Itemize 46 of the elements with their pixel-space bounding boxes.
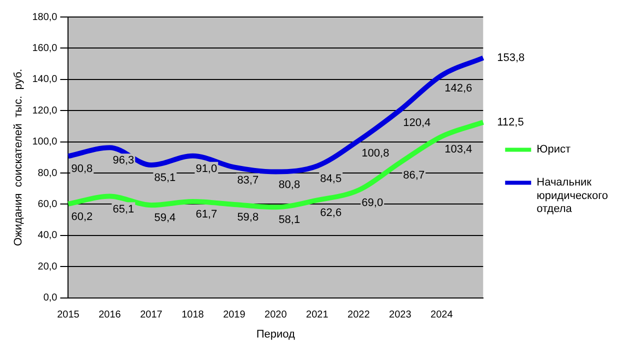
x-tick-label: 2022 <box>348 310 370 321</box>
x-tick-label: 2023 <box>389 310 412 321</box>
data-label: 86,7 <box>403 170 425 182</box>
legend-label: Начальник юридического отдела <box>536 176 608 216</box>
data-label: 120,4 <box>403 117 431 130</box>
data-label: 85,1 <box>154 172 176 184</box>
y-tick-label: 0,0 <box>43 292 58 304</box>
x-tick-label: 2024 <box>430 310 454 321</box>
data-label: 100,8 <box>362 148 390 160</box>
data-label: 84,5 <box>320 173 342 186</box>
x-tick-label: 2019 <box>223 310 246 321</box>
x-tick-label: 2016 <box>98 310 122 321</box>
y-tick-label: 100,0 <box>32 136 58 148</box>
x-tick-label: 2020 <box>264 310 288 321</box>
y-tick-label: 120,0 <box>32 105 58 116</box>
data-label: 60,2 <box>71 210 93 223</box>
x-tick-label: 2017 <box>140 310 163 321</box>
y-tick-label: 20,0 <box>38 261 58 272</box>
data-label: 96,3 <box>112 154 134 167</box>
y-tick-label: 40,0 <box>38 230 58 242</box>
data-label: 69,0 <box>362 197 384 210</box>
data-label: 59,4 <box>154 212 176 224</box>
x-tick-label: 2015 <box>57 310 80 321</box>
y-axis-title: Ожидания соискателей тыс. руб. <box>12 68 25 246</box>
legend-label: Юрист <box>536 144 571 156</box>
x-tick-label: 2021 <box>306 310 329 321</box>
data-label: 112,5 <box>497 116 524 128</box>
x-tick-label: 1018 <box>182 310 204 321</box>
y-tick-label: 160,0 <box>32 42 58 54</box>
data-label: 83,7 <box>237 174 259 186</box>
y-tick-label: 60,0 <box>38 198 58 210</box>
data-label: 90,8 <box>71 163 93 176</box>
data-label: 91,0 <box>196 162 218 175</box>
data-label: 61,7 <box>196 208 218 221</box>
y-tick-label: 80,0 <box>38 168 58 179</box>
x-axis-title: Период <box>256 328 296 340</box>
data-label: 62,6 <box>320 207 342 220</box>
y-tick-label: 140,0 <box>32 74 58 86</box>
data-label: 59,8 <box>237 212 259 224</box>
data-label: 103,4 <box>444 144 472 156</box>
y-tick-label: 180,0 <box>32 12 58 23</box>
data-label: 65,1 <box>112 203 134 216</box>
data-label: 58,1 <box>278 214 300 226</box>
data-label: 142,6 <box>444 82 472 94</box>
data-label: 153,8 <box>497 52 525 64</box>
data-label: 80,8 <box>278 178 300 191</box>
